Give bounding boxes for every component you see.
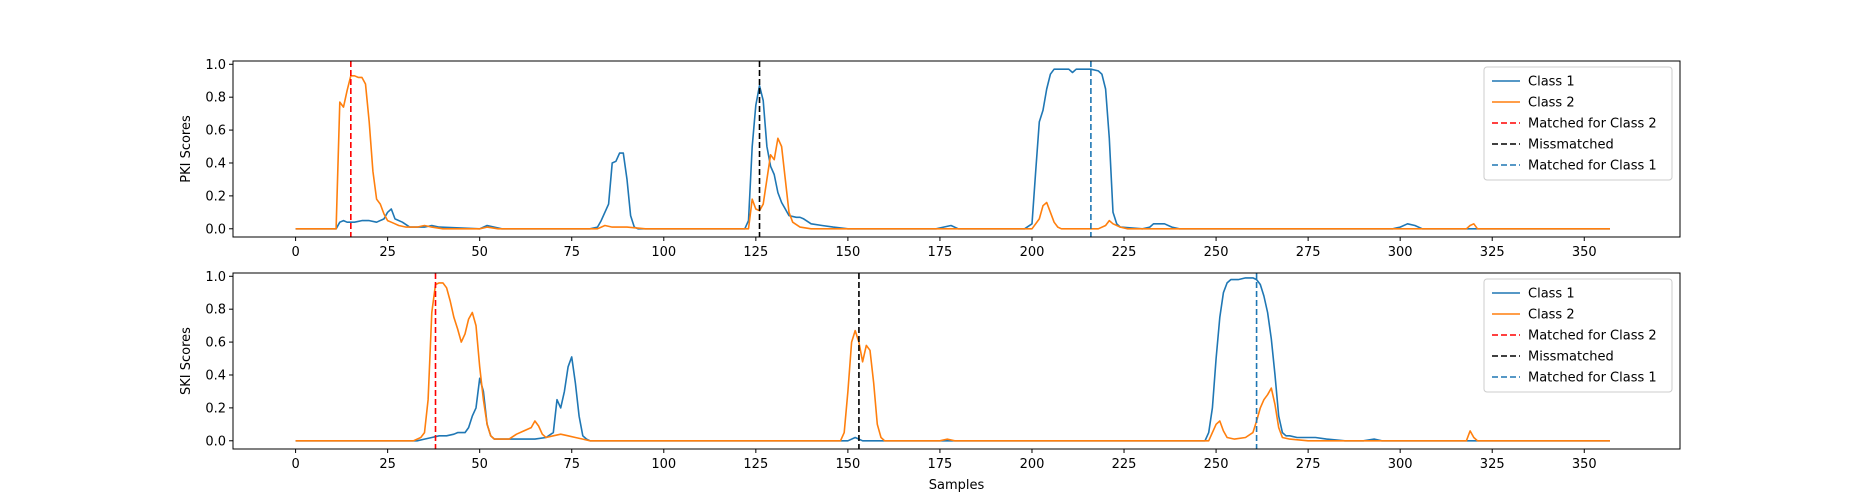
legend-box — [1483, 66, 1673, 181]
legend-label: Matched for Class 2 — [1528, 117, 1657, 132]
x-tick-label: 50 — [471, 457, 488, 472]
x-tick-label: 300 — [1388, 245, 1413, 260]
x-tick-label: 25 — [379, 457, 396, 472]
legend-label: Matched for Class 2 — [1528, 329, 1657, 344]
y-tick-label: 0.4 — [205, 156, 226, 171]
subplot-1: 0 25 50 75 100 125 150 175 200 225 250 275 300 325 350… — [179, 58, 1681, 260]
plot-area — [295, 61, 1610, 237]
y-tick-label: 0.2 — [205, 401, 226, 416]
legend-label: Missmatched — [1528, 138, 1614, 153]
legend-label: Class 2 — [1528, 308, 1575, 323]
y-tick-label: 0.8 — [205, 91, 226, 106]
legend-label: Class 1 — [1528, 287, 1575, 302]
legend-label: Matched for Class 1 — [1528, 159, 1657, 174]
x-tick-label: 325 — [1480, 245, 1505, 260]
y-tick-label: 0.8 — [205, 303, 226, 318]
x-tick-label: 250 — [1204, 457, 1229, 472]
x-tick-label: 350 — [1572, 245, 1597, 260]
x-tick-label: 350 — [1572, 457, 1597, 472]
x-tick-label: 275 — [1296, 245, 1321, 260]
y-tick-label: 0.2 — [205, 189, 226, 204]
x-tick-label: 175 — [928, 457, 953, 472]
legend-label: Matched for Class 1 — [1528, 371, 1657, 386]
y-tick-label: 0.6 — [205, 336, 226, 351]
y-tick-label: 0.4 — [205, 368, 226, 383]
axes-frame — [232, 60, 1681, 238]
subplots: 0 25 50 75 100 125 150 175 200 225 250 275 300 325 350… — [179, 58, 1681, 493]
y-tick-label: 1.0 — [205, 270, 226, 285]
subplot-2: 0 25 50 75 100 125 150 175 200 225 250 275 300 325 350… — [179, 270, 1681, 493]
legend-label: Class 2 — [1528, 96, 1575, 111]
series-line-class-2 — [295, 75, 1610, 230]
axes-frame — [232, 272, 1681, 450]
x-tick-label: 100 — [651, 245, 676, 260]
legend-label: Class 1 — [1528, 75, 1575, 90]
legend-box — [1483, 278, 1673, 393]
x-tick-label: 200 — [1020, 457, 1045, 472]
y-axis-label: PKI Scores — [179, 115, 194, 183]
x-tick-label: 0 — [291, 457, 299, 472]
y-tick-label: 0.0 — [205, 222, 226, 237]
y-tick-label: 0.6 — [205, 124, 226, 139]
x-tick-label: 75 — [563, 245, 580, 260]
legend: Class 1 Class 2 Matched for Class 2 Missmat… — [1483, 66, 1673, 181]
x-tick-label: 300 — [1388, 457, 1413, 472]
legend-label: Missmatched — [1528, 350, 1614, 365]
x-tick-label: 175 — [928, 245, 953, 260]
x-tick-label: 100 — [651, 457, 676, 472]
x-tick-label: 125 — [743, 245, 768, 260]
x-tick-label: 150 — [835, 245, 860, 260]
x-tick-label: 200 — [1020, 245, 1045, 260]
plot-area — [295, 273, 1610, 449]
y-tick-label: 1.0 — [205, 58, 226, 73]
x-tick-label: 225 — [1112, 457, 1137, 472]
x-tick-label: 0 — [291, 245, 299, 260]
legend: Class 1 Class 2 Matched for Class 2 Missmat… — [1483, 278, 1673, 393]
series-line-class-2 — [295, 282, 1610, 442]
y-tick-label: 0.0 — [205, 434, 226, 449]
x-tick-label: 325 — [1480, 457, 1505, 472]
x-tick-label: 75 — [563, 457, 580, 472]
x-axis-label: Samples — [929, 478, 985, 493]
y-axis-label: SKI Scores — [179, 327, 194, 395]
x-tick-label: 50 — [471, 245, 488, 260]
x-tick-label: 225 — [1112, 245, 1137, 260]
x-tick-label: 150 — [835, 457, 860, 472]
x-tick-label: 25 — [379, 245, 396, 260]
x-tick-label: 250 — [1204, 245, 1229, 260]
x-tick-label: 125 — [743, 457, 768, 472]
x-tick-label: 275 — [1296, 457, 1321, 472]
